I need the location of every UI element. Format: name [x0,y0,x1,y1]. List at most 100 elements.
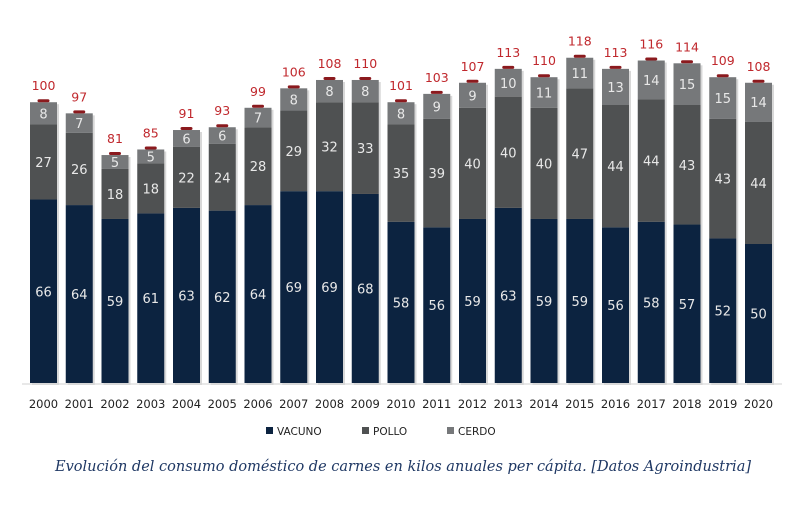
data-label-vacuno: 56 [607,299,624,314]
data-label-pollo: 33 [357,142,374,157]
data-label-cerdo: 6 [218,130,226,145]
bar-segment-cerdo [709,77,737,119]
bar-segment-cerdo [387,102,415,125]
total-marker [395,99,407,103]
total-marker [37,99,50,103]
data-label-pollo: 26 [71,163,88,178]
total-marker [502,65,515,69]
total-label: 116 [639,37,663,52]
data-label-cerdo: 5 [111,156,119,171]
data-label-cerdo: 13 [607,81,624,96]
total-label: 101 [389,78,413,93]
bar-segment-cerdo [316,79,343,103]
x-tick-label: 2005 [208,397,237,411]
bar-segment-cerdo [208,127,236,144]
bar-segment-cerdo [745,82,772,122]
total-marker [287,85,300,89]
total-label: 114 [675,39,699,54]
data-label-pollo: 43 [714,173,731,188]
data-label-pollo: 47 [571,148,588,163]
x-tick-label: 2008 [315,397,344,411]
x-tick-label: 2020 [744,397,773,411]
data-label-cerdo: 14 [750,96,767,111]
total-label: 110 [353,56,377,71]
bar-segment-pollo [65,132,93,206]
total-label: 108 [318,56,342,71]
bar-segment-cerdo [566,57,594,89]
data-label-pollo: 22 [178,171,195,186]
bar-segment-vacuno [30,199,57,383]
x-tick-label: 2018 [672,397,701,411]
data-label-pollo: 18 [142,182,159,197]
bar-segment-cerdo [65,113,93,133]
bar-segment-pollo [530,107,558,219]
bar-segment-vacuno [137,213,165,383]
bar-segment-pollo [244,127,272,206]
x-tick-label: 2004 [172,397,201,411]
bar-segment-pollo [566,88,594,219]
data-label-vacuno: 58 [393,296,410,311]
bar-segment-cerdo [530,77,558,108]
total-marker [359,76,372,80]
total-marker [144,146,157,150]
bar-segment-cerdo [280,88,308,111]
bar-segment-pollo [673,105,701,225]
data-label-vacuno: 61 [142,292,159,307]
bar-segment-pollo [602,105,629,228]
total-label: 108 [747,59,771,74]
bar-segment-pollo [30,124,57,200]
stacked-bar-chart: 6627810020006426797200159185812002611858… [22,34,782,438]
bar-segment-vacuno [709,238,737,383]
legend-label-pollo: POLLO [373,426,407,438]
bar-segment-vacuno [673,224,701,383]
data-label-cerdo: 8 [361,85,369,100]
bar-segment-vacuno [494,207,522,383]
total-marker [645,57,658,61]
bar-segment-cerdo [351,79,379,103]
bar-segment-cerdo [637,60,665,100]
data-label-pollo: 40 [464,157,481,172]
data-label-pollo: 44 [643,155,660,170]
data-label-pollo: 40 [500,146,517,161]
data-label-vacuno: 64 [71,288,88,303]
total-label: 110 [532,53,556,68]
bar-segment-pollo [316,102,343,192]
bar-segment-cerdo [137,149,165,164]
bar-segment-pollo [173,146,200,208]
x-tick-label: 2001 [65,397,94,411]
total-label: 91 [179,106,195,121]
legend-swatch-cerdo [447,427,454,434]
x-tick-label: 2000 [29,397,58,411]
total-label: 85 [143,125,159,140]
bar-segment-cerdo [459,82,486,108]
data-label-pollo: 27 [35,156,52,171]
bar-segment-cerdo [101,155,129,169]
bar-segment-vacuno [566,218,594,383]
data-label-vacuno: 58 [643,296,660,311]
bar-segment-vacuno [351,193,379,383]
bar-segment-vacuno [316,191,343,383]
data-label-pollo: 35 [393,167,410,182]
data-label-cerdo: 5 [147,150,155,165]
bar-segment-pollo [208,143,236,211]
data-label-pollo: 39 [428,167,445,182]
legend-label-cerdo: CERDO [458,426,496,438]
x-tick-label: 2003 [136,397,165,411]
x-tick-label: 2010 [386,397,415,411]
legend-swatch-pollo [362,427,369,434]
data-label-cerdo: 14 [643,74,660,89]
bar-segment-vacuno [602,227,629,383]
data-label-vacuno: 66 [35,285,52,300]
legend-swatch-vacuno [266,427,273,434]
data-label-vacuno: 59 [107,295,124,310]
data-label-cerdo: 8 [39,107,47,122]
total-marker [466,79,479,83]
bar-segment-vacuno [423,227,451,383]
data-label-cerdo: 7 [75,117,83,132]
bar-segment-pollo [280,110,308,192]
bar-segment-vacuno [637,221,665,383]
data-label-vacuno: 57 [679,298,696,313]
bar-segment-vacuno [387,221,415,383]
bar-segment-vacuno [530,218,558,383]
bar-segment-pollo [387,124,415,222]
